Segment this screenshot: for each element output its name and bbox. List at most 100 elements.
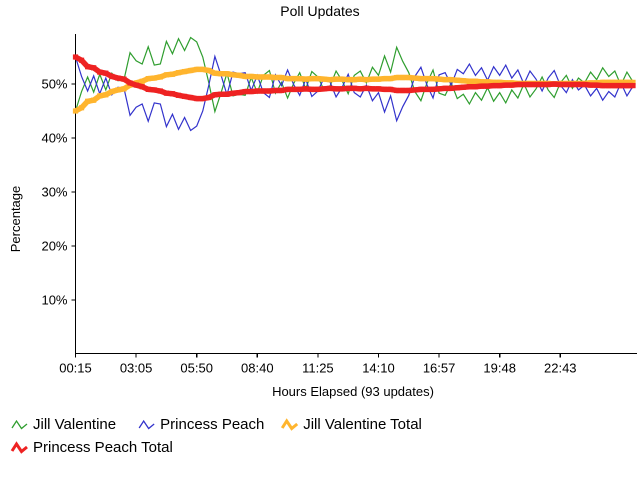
series-marker [515, 81, 521, 88]
series-marker [412, 75, 418, 81]
series-marker [103, 92, 109, 98]
chart-title: Poll Updates [280, 3, 359, 19]
series-marker [291, 86, 297, 92]
series-marker [321, 86, 327, 92]
x-tick-label: 16:57 [423, 361, 456, 376]
series-marker [575, 81, 582, 88]
series-marker [321, 76, 327, 82]
series-marker [309, 76, 315, 82]
series-marker [563, 81, 569, 88]
series-marker [448, 85, 454, 91]
series-marker [272, 74, 279, 81]
series-marker [163, 90, 169, 96]
series-marker [436, 76, 442, 82]
series-marker [606, 79, 612, 85]
series-marker [442, 85, 448, 91]
series-marker [388, 76, 394, 82]
series-marker [163, 72, 169, 78]
series-marker [200, 95, 206, 102]
series-marker [406, 87, 412, 94]
x-tick-label: 14:10 [362, 361, 395, 376]
series-marker [78, 57, 85, 63]
series-marker [587, 82, 594, 88]
series-marker [145, 76, 151, 82]
series-marker [236, 90, 242, 96]
series-marker [327, 77, 333, 83]
series-marker [351, 77, 357, 83]
series-marker [133, 82, 139, 88]
series-marker [388, 86, 394, 92]
series-marker [303, 86, 309, 92]
series-marker [272, 87, 279, 94]
series-marker [212, 70, 218, 76]
legend-item[interactable]: Princess Peach Total [10, 439, 173, 456]
wave-icon [138, 419, 155, 430]
series-marker [375, 76, 382, 82]
series-marker [345, 85, 351, 91]
series-marker [594, 82, 600, 88]
series-marker [333, 76, 339, 82]
series-marker [121, 86, 127, 92]
x-axis-ticks: 00:15 03:05 05:50 08:40 11:25 14:10 16:57 19:48… [59, 353, 577, 376]
series-marker [157, 74, 163, 80]
series-marker [284, 86, 291, 92]
series-marker [612, 83, 618, 89]
series-marker [339, 76, 345, 82]
series-marker [606, 83, 612, 89]
y-axis-label: Percentage [8, 186, 23, 253]
series-marker [224, 91, 230, 97]
legend-item[interactable]: Princess Peach [138, 416, 264, 433]
series-marker [127, 80, 133, 86]
series-marker [430, 76, 436, 82]
series-marker [254, 88, 260, 94]
series-marker [181, 68, 188, 75]
series-marker [357, 86, 363, 92]
series-marker [472, 84, 479, 90]
series-marker [218, 91, 224, 97]
x-tick-label: 22:43 [544, 361, 577, 376]
series-marker [224, 71, 230, 77]
series-marker [497, 83, 503, 89]
series-marker [418, 86, 424, 92]
y-tick-label: 10% [41, 293, 67, 308]
series-marker [72, 54, 79, 60]
series-marker [194, 66, 200, 73]
series-marker [175, 70, 182, 76]
series-marker [424, 76, 430, 82]
series-marker [169, 71, 176, 77]
series-marker [460, 78, 466, 84]
x-tick-label: 08:40 [241, 361, 274, 376]
series-marker [303, 76, 309, 82]
x-tick-label: 11:25 [302, 361, 334, 376]
legend-item[interactable]: Jill Valentine Total [280, 416, 422, 433]
y-axis-ticks: 10% 20% 30% 40% 50% [41, 77, 76, 308]
series-marker [188, 94, 194, 101]
series-marker [97, 69, 103, 75]
series-marker [333, 86, 339, 92]
series-marker [472, 78, 479, 84]
series-marker [242, 88, 248, 95]
series-marker [569, 81, 575, 88]
series-marker [236, 72, 242, 78]
series-marker [91, 97, 97, 103]
series-marker [600, 79, 606, 85]
series-marker [327, 85, 333, 91]
series-marker [375, 86, 382, 92]
series-marker [297, 86, 303, 92]
series-marker [484, 79, 491, 85]
series-marker [351, 85, 357, 91]
series-marker [315, 86, 321, 92]
series-marker [230, 90, 236, 96]
series-marker [363, 85, 369, 91]
legend-item[interactable]: Jill Valentine [11, 416, 116, 433]
series-marker [442, 77, 448, 83]
series-marker [121, 76, 127, 82]
series-marker [381, 86, 388, 92]
series-marker [291, 76, 297, 82]
series-marker [363, 77, 369, 83]
series-marker [521, 81, 527, 88]
series-marker [72, 108, 79, 114]
series-marker [430, 86, 436, 92]
